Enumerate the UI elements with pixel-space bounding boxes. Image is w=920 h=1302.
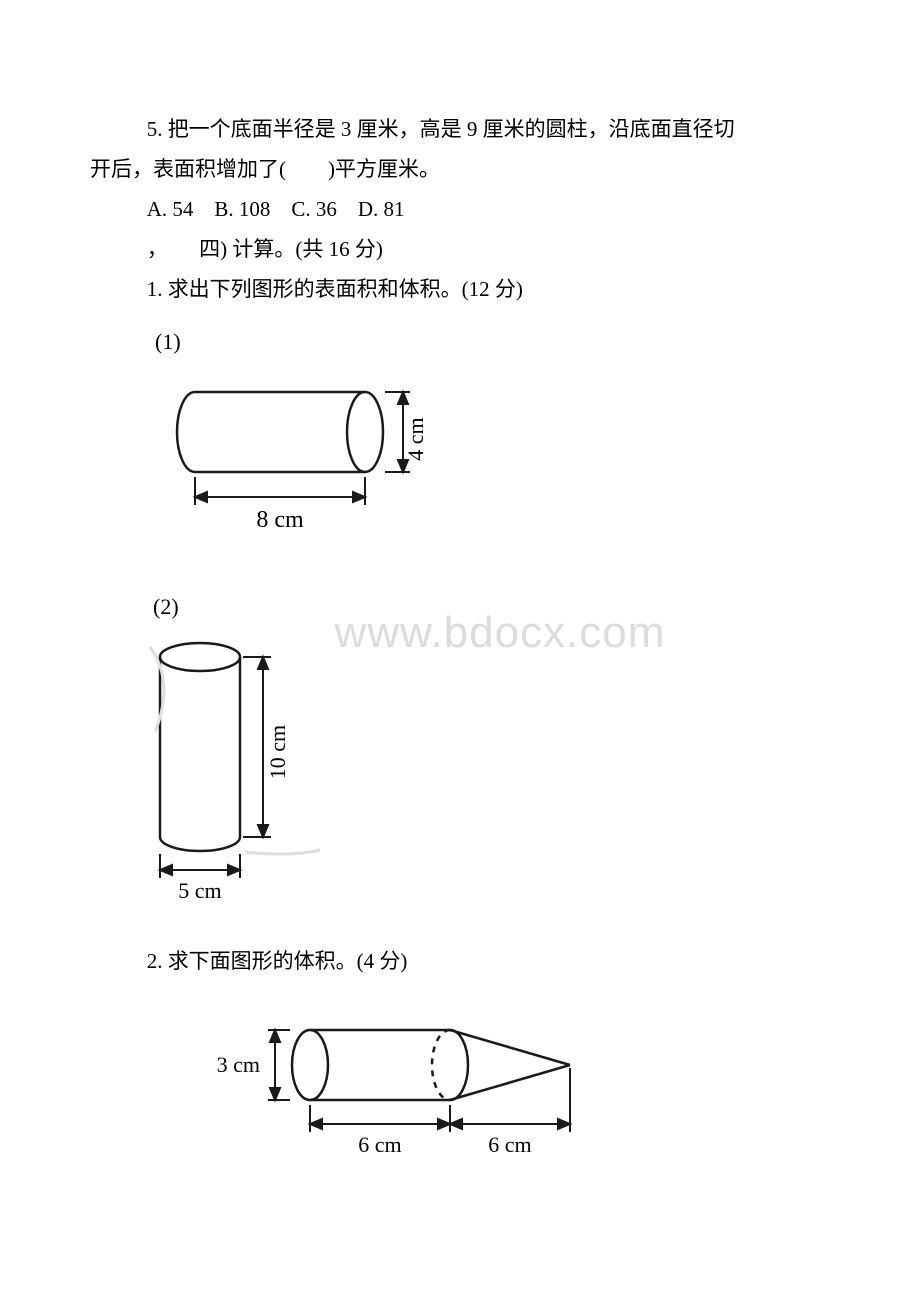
section4-q1: 1. 求出下列图形的表面积和体积。(12 分) bbox=[90, 270, 830, 310]
fig1-dim-height: 4 cm bbox=[403, 418, 428, 461]
fig2-label: (2) bbox=[153, 594, 179, 619]
q5-stem-line2: 开后，表面积增加了( )平方厘米。 bbox=[90, 150, 830, 190]
figure-1: (1) 4 cm bbox=[145, 327, 830, 562]
fig1-dim-width: 8 cm bbox=[256, 507, 304, 533]
q5-options: A. 54 B. 108 C. 36 D. 81 bbox=[90, 190, 830, 230]
section4-heading: ， 四) 计算。(共 16 分) bbox=[90, 230, 830, 270]
page-content: 5. 把一个底面半径是 3 厘米，高是 9 厘米的圆柱，沿底面直径切 开后，表面… bbox=[90, 110, 830, 1180]
fig3-dim-w2: 6 cm bbox=[488, 1132, 531, 1157]
figure-3: 3 cm 6 cm 6 cm bbox=[200, 1010, 830, 1180]
fig3-dim-w1: 6 cm bbox=[358, 1132, 401, 1157]
q5-stem-line1: 5. 把一个底面半径是 3 厘米，高是 9 厘米的圆柱，沿底面直径切 bbox=[90, 110, 830, 150]
figure-2: (2) 10 cm bbox=[145, 592, 830, 912]
fig2-dim-width: 5 cm bbox=[178, 878, 221, 903]
fig1-label: (1) bbox=[155, 329, 181, 354]
fig2-dim-height: 10 cm bbox=[265, 725, 290, 779]
fig3-dim-height: 3 cm bbox=[217, 1052, 260, 1077]
section4-q2: 2. 求下面图形的体积。(4 分) bbox=[90, 942, 830, 982]
